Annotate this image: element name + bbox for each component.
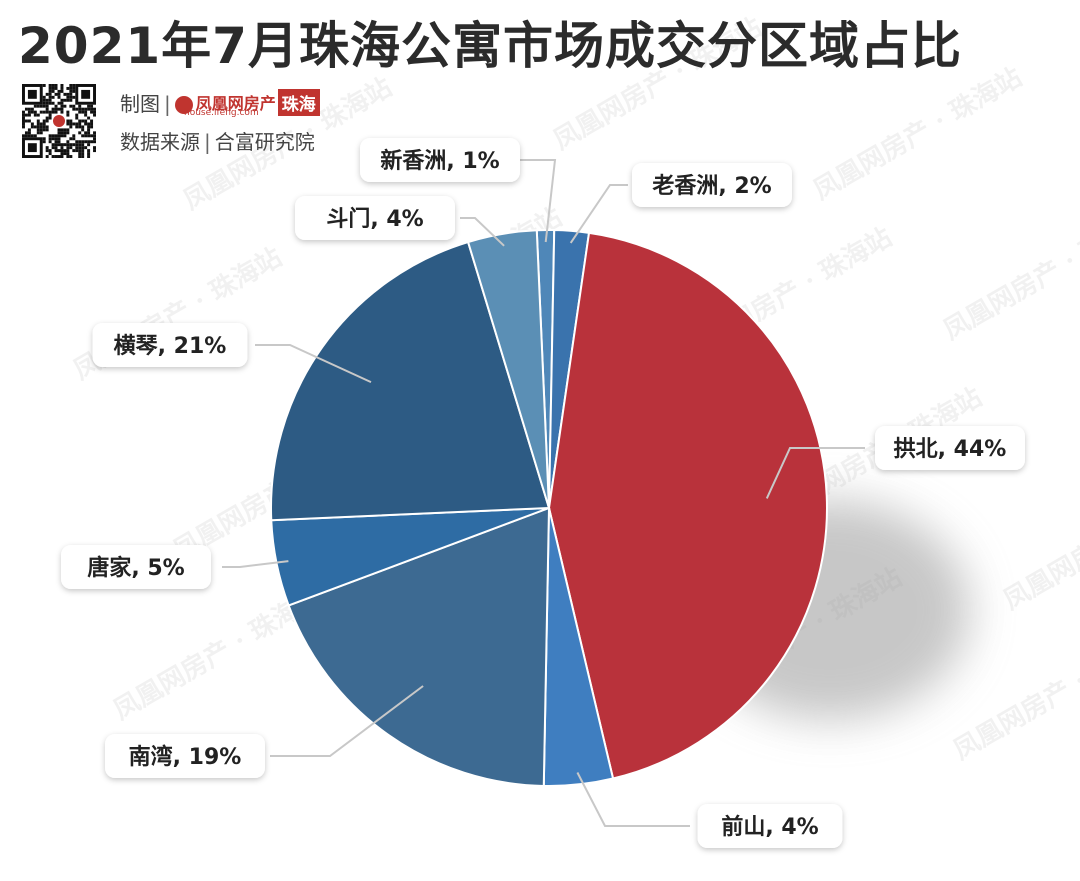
slice-label-box <box>92 323 248 367</box>
chart-title: 2021年7月珠海公寓市场成交分区域占比 <box>18 17 962 75</box>
leader-line <box>222 560 289 568</box>
slice-label-box <box>697 804 843 848</box>
source-label: 数据来源 <box>120 130 200 154</box>
slice-label: 前山, 4% <box>697 804 843 848</box>
qr-code-icon <box>22 84 96 158</box>
slice-label: 拱北, 44% <box>875 426 1025 470</box>
pie-slice <box>287 506 551 787</box>
slice-label-box <box>295 196 455 240</box>
data-source-credit: 数据来源 | 合富研究院 <box>120 130 315 154</box>
brand-name: 凤凰网房产 <box>195 94 276 113</box>
slice-label-text: 拱北, 44% <box>894 437 1007 462</box>
slice-label: 斗门, 4% <box>295 196 455 240</box>
brand-sub: house.ifeng.com <box>184 108 259 118</box>
slice-label: 新香洲, 1% <box>360 138 520 182</box>
ifeng-logo-icon <box>174 96 193 114</box>
made-by-label: 制图 <box>120 92 160 116</box>
slice-label-text: 前山, 4% <box>721 814 818 840</box>
slice-label-box <box>632 163 792 207</box>
slice-label-text: 新香洲, 1% <box>380 148 499 174</box>
pie-slice <box>466 229 550 509</box>
slice-label: 横琴, 21% <box>92 323 248 367</box>
leader-line <box>765 447 865 499</box>
leader-line <box>255 344 372 384</box>
slice-label-text: 横琴, 21% <box>114 334 227 359</box>
slice-label-box <box>360 138 520 182</box>
leader-line <box>520 159 557 243</box>
made-by-credit: 制图 | 凤凰网房产 珠海 house.ifeng.com <box>120 88 320 118</box>
leader-lines <box>222 159 865 827</box>
pie-slice <box>270 240 551 522</box>
watermark-text: 凤凰网房产 · 珠海站 <box>809 63 1028 207</box>
slice-label-text: 唐家, 5% <box>87 555 184 581</box>
slice-labels: 新香洲, 1% 老香洲, 2% 拱北, 44% 前山, 4% 南湾, 19% 唐家, 5%… <box>61 138 1025 848</box>
leader-line <box>270 685 424 757</box>
slice-label-box <box>105 734 265 778</box>
pie-slices <box>270 229 828 787</box>
watermark-text: 凤凰网房产 · 珠海站 <box>999 473 1080 617</box>
slice-label-text: 斗门, 4% <box>326 206 423 232</box>
source-name: 合富研究院 <box>214 130 315 154</box>
pie-slice <box>547 231 828 780</box>
slice-label-box <box>61 545 211 589</box>
watermark-text: 凤凰网房产 · 珠海站 <box>949 623 1080 767</box>
slice-label: 唐家, 5% <box>61 545 211 589</box>
slice-label-text: 南湾, 19% <box>129 744 242 770</box>
leader-line <box>569 184 628 244</box>
leader-line <box>460 217 505 247</box>
brand-region-badge: 珠海 <box>277 89 320 116</box>
slice-label-box <box>875 426 1025 470</box>
leader-line <box>576 772 690 827</box>
slice-label-text: 老香洲, 2% <box>651 174 771 199</box>
slice-label: 南湾, 19% <box>105 734 265 778</box>
slice-label: 老香洲, 2% <box>632 163 792 207</box>
watermark-text: 凤凰网房产 · 珠海站 <box>939 203 1080 347</box>
